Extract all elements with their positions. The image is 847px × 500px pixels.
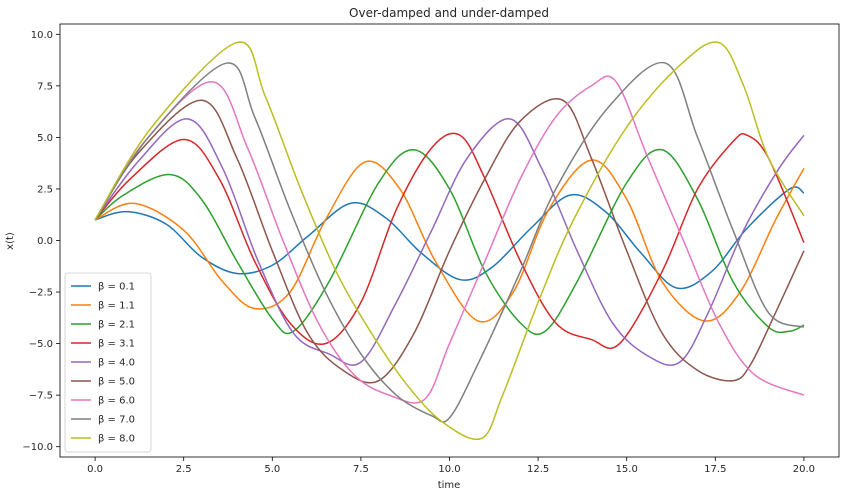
axes: 0.0 2.5 5.0 7.5 10.0 12.5 15.0 17.5 20.0 10.0 7.5 5… bbox=[22, 23, 840, 475]
legend-label: β = 5.0 bbox=[98, 377, 135, 388]
y-tick-label: −5.0 bbox=[29, 339, 53, 350]
legend-box bbox=[64, 272, 152, 453]
series-line-5 bbox=[94, 98, 805, 384]
legend-label: β = 7.0 bbox=[98, 415, 135, 426]
legend-label: β = 1.1 bbox=[98, 301, 135, 312]
series-line-6 bbox=[94, 75, 805, 404]
legend-label: β = 3.1 bbox=[98, 339, 135, 350]
x-tick-label: 7.5 bbox=[353, 464, 369, 475]
y-axis-label: x(t) bbox=[5, 232, 16, 250]
x-axis-label: time bbox=[438, 480, 461, 491]
x-tick-label: 2.5 bbox=[176, 464, 192, 475]
series-line-2 bbox=[94, 148, 805, 336]
series-line-0 bbox=[94, 186, 805, 290]
y-tick-label: −10.0 bbox=[22, 442, 53, 453]
x-tick-label: 12.5 bbox=[527, 464, 549, 475]
x-tick-label: 0.0 bbox=[87, 464, 103, 475]
series-line-4 bbox=[94, 118, 805, 366]
x-tick-label: 17.5 bbox=[704, 464, 726, 475]
legend-label: β = 4.0 bbox=[98, 358, 135, 369]
legend-label: β = 2.1 bbox=[98, 320, 135, 331]
x-tick-label: 20.0 bbox=[793, 464, 815, 475]
y-tick-label: 2.5 bbox=[37, 184, 53, 195]
legend: β = 0.1 β = 1.1 β = 2.1 β = 3.1 β = 4.0 β = 5… bbox=[64, 272, 152, 453]
series-line-7 bbox=[94, 61, 805, 423]
legend-label: β = 6.0 bbox=[98, 396, 135, 407]
x-tick-label: 15.0 bbox=[616, 464, 638, 475]
y-tick-label: −7.5 bbox=[29, 391, 53, 402]
x-tick-label: 10.0 bbox=[438, 464, 460, 475]
y-tick-label: −2.5 bbox=[29, 288, 53, 299]
series-line-1 bbox=[94, 159, 805, 323]
y-tick-label: 10.0 bbox=[31, 30, 53, 41]
series-line-8 bbox=[94, 41, 805, 441]
y-tick-label: 7.5 bbox=[37, 81, 53, 92]
x-tick-label: 5.0 bbox=[264, 464, 280, 475]
chart-title: Over-damped and under-damped bbox=[349, 6, 549, 20]
y-tick-label: 5.0 bbox=[37, 133, 53, 144]
series-line-3 bbox=[94, 132, 805, 349]
plot-area bbox=[60, 24, 839, 457]
series-lines bbox=[94, 41, 805, 441]
y-tick-label: 0.0 bbox=[37, 236, 53, 247]
legend-label: β = 8.0 bbox=[98, 434, 135, 445]
legend-label: β = 0.1 bbox=[98, 282, 135, 293]
